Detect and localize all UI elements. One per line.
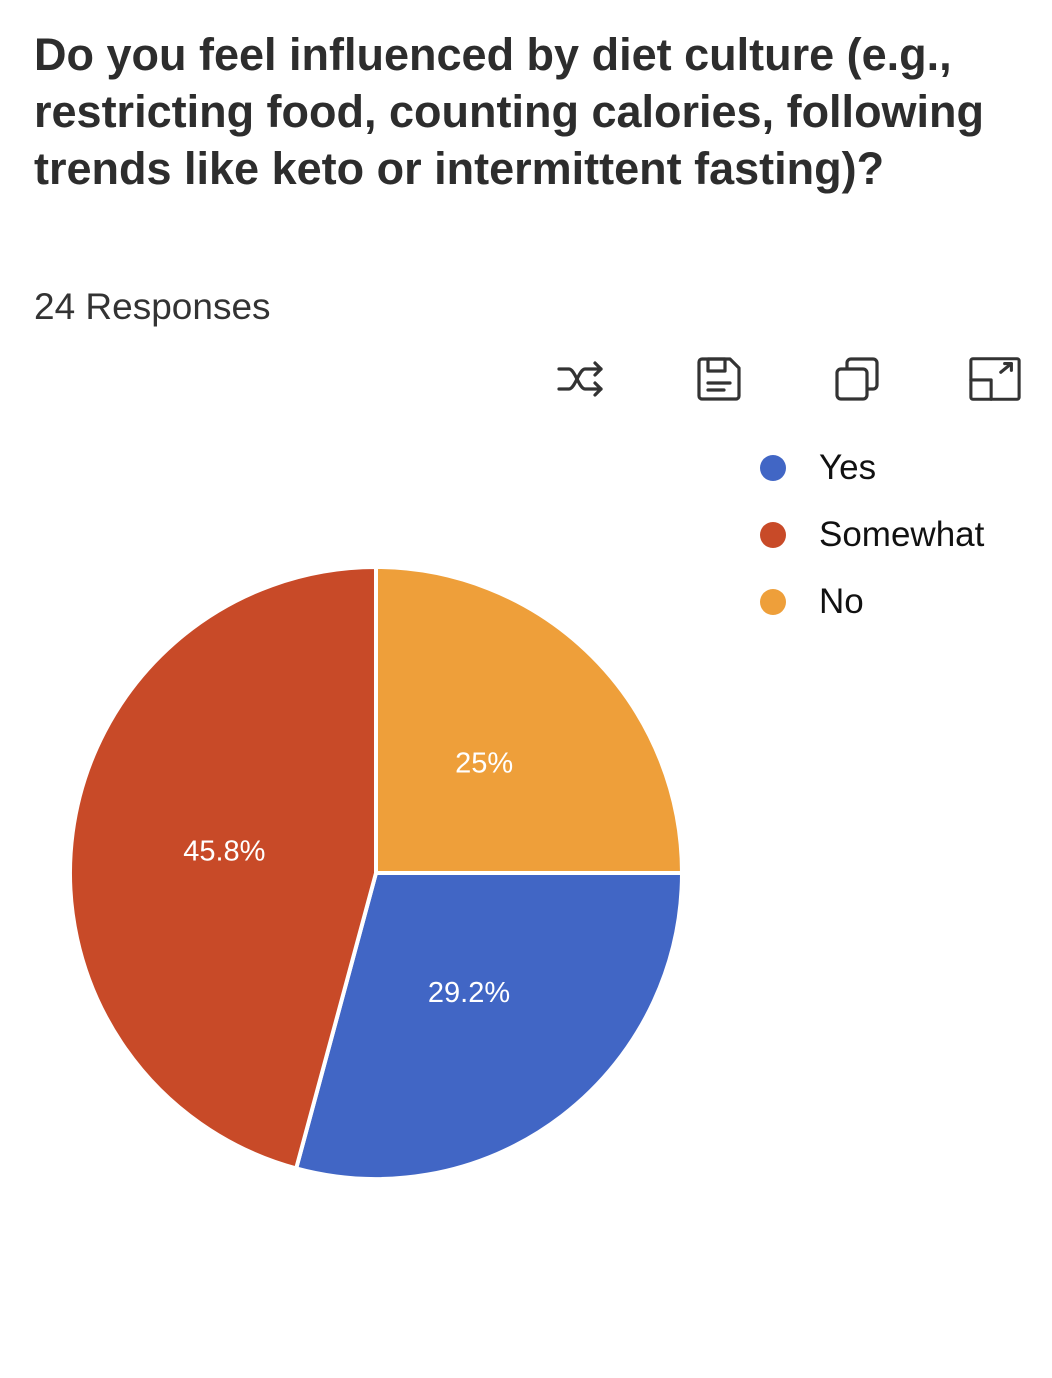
legend-item-no[interactable]: No (760, 568, 984, 635)
pie-slice-no[interactable] (374, 565, 684, 875)
expand-button[interactable] (968, 352, 1022, 406)
shuffle-icon (557, 361, 603, 397)
legend-swatch-yes (760, 454, 786, 481)
legend-item-somewhat[interactable]: Somewhat (760, 501, 984, 568)
expand-icon (969, 357, 1021, 401)
save-icon (697, 357, 741, 401)
save-button[interactable] (692, 352, 746, 406)
legend-item-yes[interactable]: Yes (760, 434, 984, 501)
chart-legend: Yes Somewhat No (760, 434, 984, 635)
legend-swatch-somewhat (760, 521, 786, 548)
legend-label-somewhat: Somewhat (819, 514, 985, 554)
legend-swatch-no (760, 588, 786, 615)
pie-chart: 25% 29.2% 45.8% (68, 565, 684, 1181)
pie-label-somewhat: 45.8% (183, 836, 265, 868)
shuffle-button[interactable] (554, 352, 608, 406)
copy-icon (835, 357, 879, 401)
pie-label-yes: 29.2% (428, 977, 510, 1009)
copy-button[interactable] (830, 352, 884, 406)
legend-label-no: No (819, 581, 864, 621)
question-title: Do you feel influenced by diet culture (… (34, 29, 985, 194)
pie-label-no: 25% (455, 747, 513, 779)
response-count: 24 Responses (34, 286, 271, 327)
legend-label-yes: Yes (819, 447, 877, 487)
pie-slice-somewhat[interactable] (68, 565, 378, 1171)
pie-slice-yes[interactable] (294, 871, 684, 1181)
